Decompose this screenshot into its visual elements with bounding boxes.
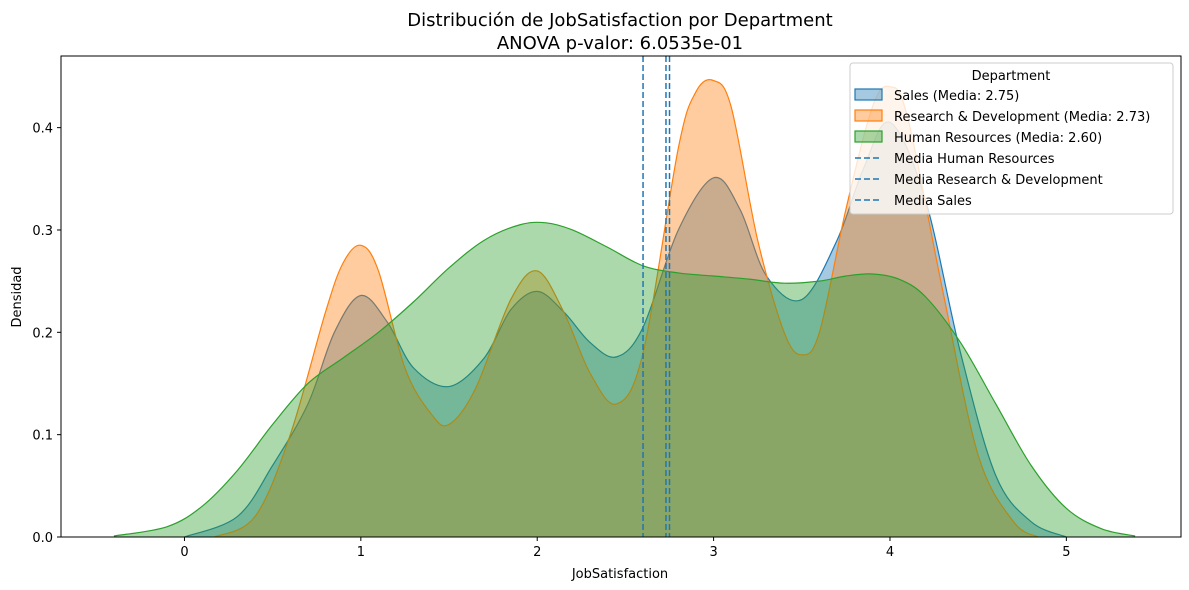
legend-label-media-research-development: Media Research & Development xyxy=(894,173,1103,188)
legend-box xyxy=(849,62,1174,215)
density-area-human-resources xyxy=(113,222,1136,537)
x-axis-label: JobSatisfaction xyxy=(571,567,668,582)
legend-label-research-development: Research & Development (Media: 2.73) xyxy=(894,110,1150,125)
chart-subtitle: ANOVA p-valor: 6.0535e-01 xyxy=(497,33,743,54)
legend-swatch-research-development xyxy=(854,109,883,122)
legend: Department Sales (Media: 2.75) Research &… xyxy=(849,62,1174,215)
legend-label-sales: Sales (Media: 2.75) xyxy=(894,89,1019,104)
legend-label-media-sales: Media Sales xyxy=(894,194,972,209)
legend-title: Department xyxy=(972,69,1051,84)
y-tick-label: 0.1 xyxy=(32,429,53,444)
y-tick-label: 0.4 xyxy=(32,122,53,137)
plot-area xyxy=(113,56,1136,537)
legend-label-media-human-resources: Media Human Resources xyxy=(894,152,1055,167)
y-tick-label: 0.0 xyxy=(32,531,53,546)
chart-title: Distribución de JobSatisfaction por Depa… xyxy=(407,10,832,31)
x-tick-label: 1 xyxy=(357,545,365,560)
x-tick-label: 3 xyxy=(709,545,717,560)
legend-swatch-sales xyxy=(854,88,883,101)
legend-label-human-resources: Human Resources (Media: 2.60) xyxy=(894,131,1102,146)
x-tick-label: 0 xyxy=(180,545,188,560)
y-tick-label: 0.3 xyxy=(32,224,53,239)
x-axis: 0 1 2 3 4 5 xyxy=(180,537,1070,560)
density-area-sales xyxy=(184,121,1067,537)
y-axis: 0.0 0.1 0.2 0.3 0.4 xyxy=(32,122,61,546)
x-tick-label: 5 xyxy=(1062,545,1070,560)
y-axis-label: Densidad xyxy=(10,266,25,327)
x-tick-label: 4 xyxy=(886,545,894,560)
plot-frame xyxy=(60,55,1182,538)
x-tick-label: 2 xyxy=(533,545,541,560)
y-tick-label: 0.2 xyxy=(32,326,53,341)
legend-swatch-human-resources xyxy=(854,130,883,143)
density-area-research-development xyxy=(214,79,1039,537)
